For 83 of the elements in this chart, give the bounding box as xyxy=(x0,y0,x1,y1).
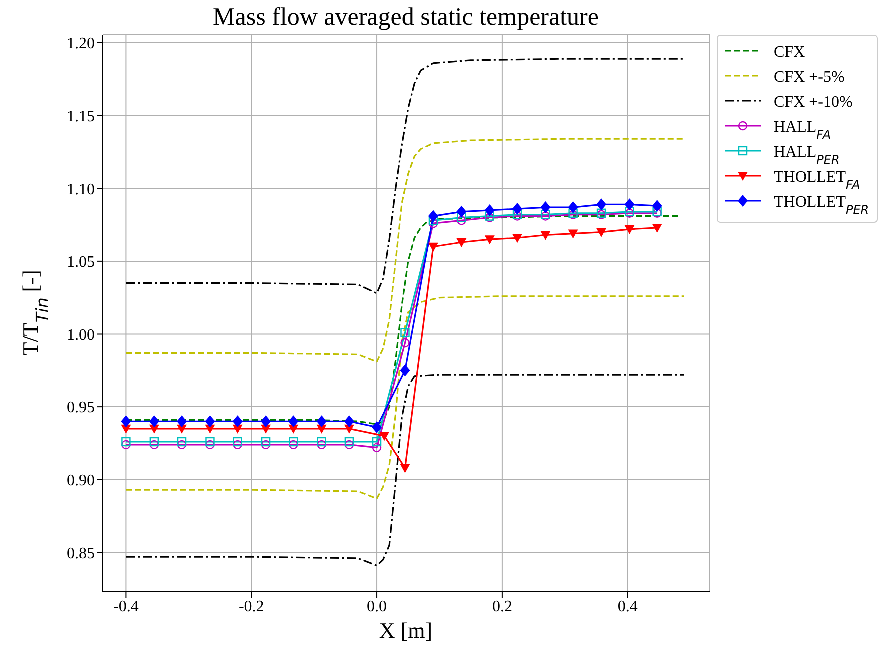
x-tick-label: 0.4 xyxy=(618,598,638,616)
point xyxy=(205,416,216,428)
point xyxy=(428,218,438,228)
legend-label: THOLLET$_{FA}$ xyxy=(774,169,860,192)
point xyxy=(233,440,242,450)
point xyxy=(206,440,215,450)
legend-label: HALL$_{FA}$ xyxy=(774,119,832,142)
chart-title: Mass flow averaged static temperature xyxy=(213,4,599,31)
point xyxy=(540,202,551,214)
point xyxy=(261,437,271,447)
x-tick-label: 0.0 xyxy=(367,598,388,616)
point xyxy=(122,437,131,447)
legend-label: HALL$_{PER}$ xyxy=(774,144,840,167)
y-tick-label: 0.90 xyxy=(67,472,95,490)
point xyxy=(596,228,607,238)
x-axis-title: X [m] xyxy=(379,618,433,643)
point xyxy=(568,202,578,214)
y-tick-label: 1.10 xyxy=(67,181,95,198)
point xyxy=(150,440,160,450)
line-series xyxy=(125,296,686,500)
point xyxy=(484,236,495,245)
point xyxy=(233,437,242,447)
legend-label: CFX +-10% xyxy=(774,94,853,111)
point xyxy=(122,440,131,450)
x-tick-label: 0.2 xyxy=(492,598,512,616)
x-tick-label: -0.2 xyxy=(238,598,264,616)
point xyxy=(624,225,635,234)
y-tick-label: 1.15 xyxy=(67,108,95,126)
legend-label: CFX +-5% xyxy=(774,69,845,86)
point xyxy=(289,437,298,447)
point xyxy=(400,464,410,474)
line-series xyxy=(125,374,686,567)
point xyxy=(149,416,160,428)
point xyxy=(400,364,410,377)
point xyxy=(428,210,438,222)
point xyxy=(512,203,522,216)
point xyxy=(289,440,298,450)
point xyxy=(456,238,467,248)
point xyxy=(568,230,578,239)
point xyxy=(372,421,382,434)
point xyxy=(317,437,326,447)
point xyxy=(652,224,662,233)
point xyxy=(400,338,410,348)
point xyxy=(457,216,466,226)
point xyxy=(428,216,438,226)
point xyxy=(652,200,662,212)
line-series xyxy=(125,58,686,294)
point xyxy=(317,440,326,450)
point xyxy=(456,206,467,218)
point xyxy=(372,437,382,447)
point xyxy=(177,440,187,450)
point xyxy=(372,443,382,452)
point xyxy=(344,440,354,450)
point xyxy=(344,416,354,428)
point xyxy=(206,437,215,447)
y-tick-label: 0.95 xyxy=(67,400,95,417)
point xyxy=(512,234,522,244)
point xyxy=(380,432,390,442)
point xyxy=(261,440,271,450)
y-tick-label: 1.05 xyxy=(67,254,95,272)
y-tick-label: 0.85 xyxy=(67,545,95,562)
line-series xyxy=(125,138,686,363)
point xyxy=(540,231,551,240)
point xyxy=(457,213,466,222)
point xyxy=(177,416,188,428)
legend-label: CFX xyxy=(774,44,806,61)
point xyxy=(344,437,354,447)
legend-label: THOLLET$_{PER}$ xyxy=(774,194,870,217)
point xyxy=(484,204,495,216)
point xyxy=(624,198,635,211)
point xyxy=(177,437,187,447)
point xyxy=(121,416,132,428)
point xyxy=(428,242,438,252)
y-tick-label: 1.00 xyxy=(67,326,95,344)
y-tick-label: 1.20 xyxy=(67,36,95,53)
point xyxy=(232,416,243,428)
point xyxy=(150,437,160,447)
point xyxy=(288,416,299,428)
point xyxy=(400,328,410,338)
point xyxy=(596,198,607,211)
point xyxy=(261,416,272,428)
x-tick-label: -0.4 xyxy=(114,598,139,616)
point xyxy=(316,416,327,428)
